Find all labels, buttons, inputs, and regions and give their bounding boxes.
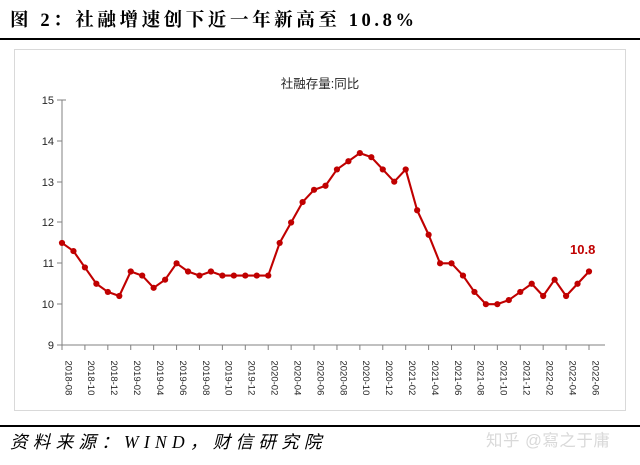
svg-text:10: 10 xyxy=(42,299,54,311)
svg-text:2020-12: 2020-12 xyxy=(383,361,394,396)
svg-text:2021-12: 2021-12 xyxy=(521,361,532,396)
svg-text:2021-08: 2021-08 xyxy=(475,361,486,396)
svg-text:2019-06: 2019-06 xyxy=(177,361,188,396)
svg-text:11: 11 xyxy=(43,258,54,270)
svg-text:2021-06: 2021-06 xyxy=(452,361,463,396)
svg-text:2018-08: 2018-08 xyxy=(62,361,73,396)
svg-text:2021-10: 2021-10 xyxy=(498,361,509,396)
svg-text:2020-08: 2020-08 xyxy=(337,361,348,396)
svg-text:2019-02: 2019-02 xyxy=(131,361,142,396)
svg-text:2018-12: 2018-12 xyxy=(108,361,119,396)
svg-text:2019-12: 2019-12 xyxy=(246,361,257,396)
svg-text:2022-06: 2022-06 xyxy=(589,361,600,396)
svg-text:12: 12 xyxy=(42,217,54,229)
svg-text:14: 14 xyxy=(42,136,54,148)
svg-text:2019-10: 2019-10 xyxy=(223,361,234,396)
svg-text:13: 13 xyxy=(42,177,54,189)
svg-text:2020-04: 2020-04 xyxy=(291,361,302,396)
svg-text:2022-02: 2022-02 xyxy=(543,361,554,396)
svg-text:2020-06: 2020-06 xyxy=(314,361,325,396)
svg-text:2019-08: 2019-08 xyxy=(200,361,211,396)
svg-text:2019-04: 2019-04 xyxy=(154,361,165,396)
svg-text:2021-02: 2021-02 xyxy=(406,361,417,396)
svg-text:2021-04: 2021-04 xyxy=(429,361,440,396)
svg-text:2018-10: 2018-10 xyxy=(85,361,96,396)
svg-text:2020-02: 2020-02 xyxy=(269,361,280,396)
svg-text:2020-10: 2020-10 xyxy=(360,361,371,396)
svg-text:15: 15 xyxy=(42,95,54,107)
svg-text:9: 9 xyxy=(48,340,54,352)
svg-text:2022-04: 2022-04 xyxy=(566,361,577,396)
